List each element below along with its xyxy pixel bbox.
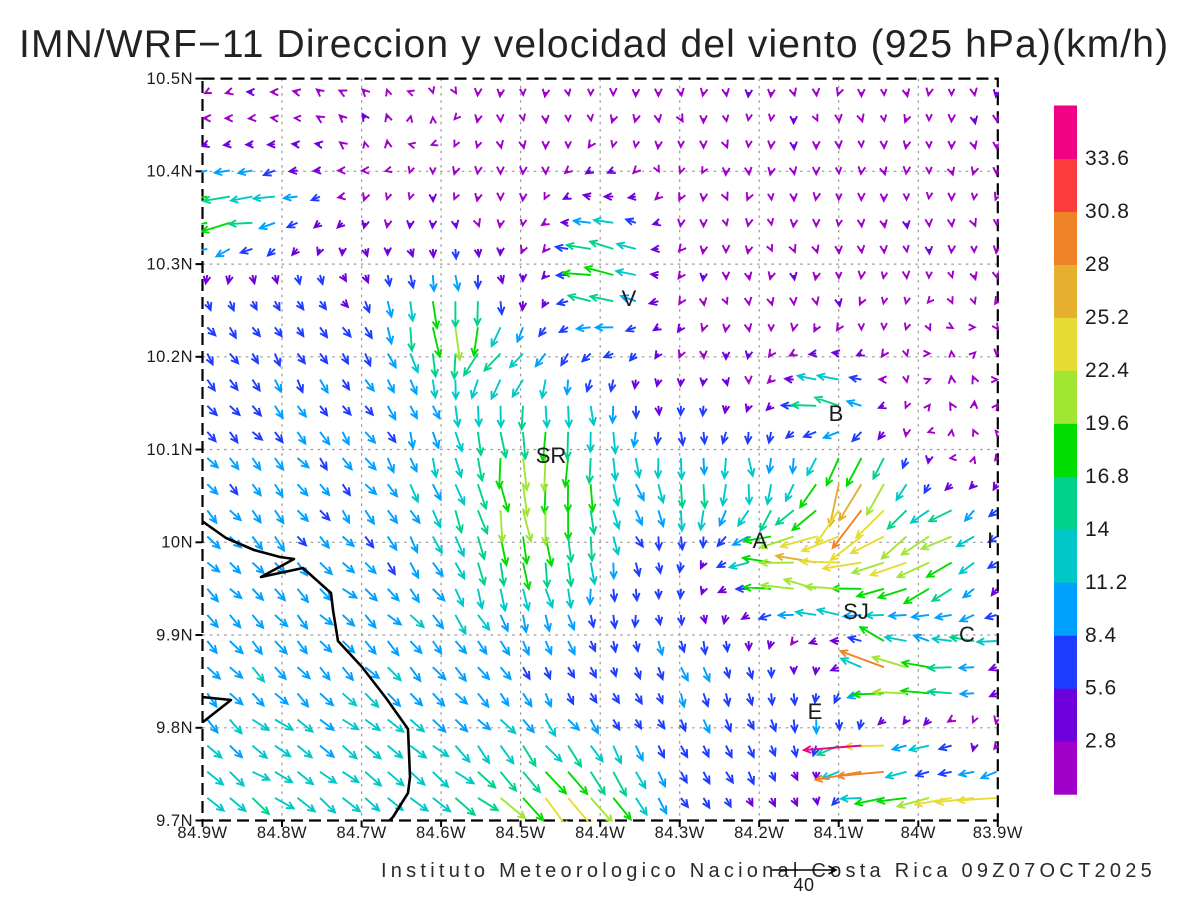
svg-text:33.6: 33.6 <box>1085 147 1130 170</box>
svg-text:IMN/WRF−11 Direccion y velocid: IMN/WRF−11 Direccion y velocidad del vie… <box>19 23 1169 66</box>
svg-text:8.4: 8.4 <box>1085 624 1117 647</box>
svg-text:10N: 10N <box>161 534 193 552</box>
svg-text:10.5N: 10.5N <box>146 70 193 88</box>
svg-text:84W: 84W <box>901 824 936 842</box>
svg-text:84.7W: 84.7W <box>337 824 387 842</box>
svg-text:E: E <box>808 699 823 724</box>
svg-text:84.6W: 84.6W <box>416 824 466 842</box>
svg-text:84.5W: 84.5W <box>496 824 546 842</box>
svg-text:28: 28 <box>1085 253 1110 276</box>
svg-text:84.1W: 84.1W <box>814 824 864 842</box>
svg-text:84.9W: 84.9W <box>177 824 227 842</box>
svg-text:C: C <box>959 622 975 647</box>
svg-text:I: I <box>987 528 993 553</box>
svg-text:SJ: SJ <box>843 599 869 624</box>
svg-text:84.8W: 84.8W <box>257 824 307 842</box>
svg-text:83.9W: 83.9W <box>973 824 1023 842</box>
svg-text:84.3W: 84.3W <box>655 824 705 842</box>
svg-text:10.4N: 10.4N <box>146 163 193 181</box>
svg-text:2.8: 2.8 <box>1085 730 1117 753</box>
svg-text:10.1N: 10.1N <box>146 441 193 459</box>
svg-text:B: B <box>829 401 844 426</box>
svg-text:30.8: 30.8 <box>1085 200 1130 223</box>
svg-text:22.4: 22.4 <box>1085 359 1130 382</box>
svg-text:84.4W: 84.4W <box>575 824 625 842</box>
svg-text:Instituto Meteorologico Nacion: Instituto Meteorologico Nacional Costa R… <box>381 860 1156 882</box>
svg-text:40: 40 <box>793 875 814 895</box>
svg-text:16.8: 16.8 <box>1085 465 1130 488</box>
svg-text:V: V <box>622 286 637 311</box>
svg-text:14: 14 <box>1085 518 1110 541</box>
svg-text:SR: SR <box>536 443 567 468</box>
svg-text:84.2W: 84.2W <box>734 824 784 842</box>
svg-text:5.6: 5.6 <box>1085 677 1117 700</box>
svg-text:10.3N: 10.3N <box>146 255 193 273</box>
svg-text:19.6: 19.6 <box>1085 412 1130 435</box>
svg-text:9.8N: 9.8N <box>156 719 193 737</box>
svg-text:A: A <box>753 528 768 553</box>
svg-text:11.2: 11.2 <box>1085 571 1128 594</box>
svg-text:25.2: 25.2 <box>1085 306 1130 329</box>
svg-text:9.9N: 9.9N <box>156 626 193 644</box>
svg-text:10.2N: 10.2N <box>146 348 193 366</box>
svg-text:9.7N: 9.7N <box>156 812 193 830</box>
